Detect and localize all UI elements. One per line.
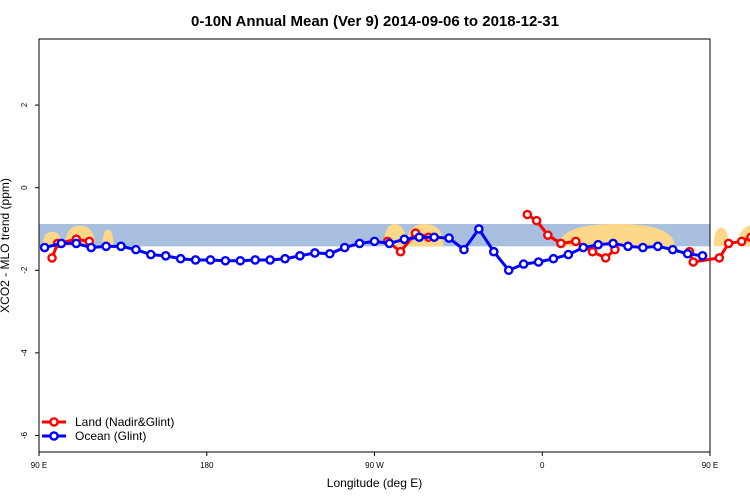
data-point xyxy=(533,257,544,267)
x-tick-label: 0 xyxy=(540,461,545,470)
y-tick-label: 0 xyxy=(20,185,29,190)
data-point xyxy=(667,244,678,255)
data-point xyxy=(116,241,126,252)
data-point xyxy=(71,238,82,249)
legend: Land (Nadir&Glint)Ocean (Glint) xyxy=(42,415,174,443)
data-point xyxy=(531,215,542,226)
data-point xyxy=(39,242,50,253)
data-point xyxy=(459,244,469,255)
y-tick-label: -4 xyxy=(20,349,29,357)
data-point xyxy=(638,242,648,253)
data-point xyxy=(131,244,141,255)
y-tick-label: 2 xyxy=(20,102,29,107)
data-point xyxy=(503,265,514,276)
y-axis-label: XCO2 - MLO trend (ppm) xyxy=(0,178,12,313)
data-point xyxy=(310,248,320,258)
data-point xyxy=(86,242,96,253)
data-point xyxy=(578,242,589,253)
x-tick-label: 90 E xyxy=(702,461,718,470)
x-tick-label: 90 E xyxy=(31,461,47,470)
data-point xyxy=(746,232,750,242)
data-point xyxy=(280,253,290,264)
data-point xyxy=(339,242,350,253)
data-point xyxy=(429,232,439,243)
data-point xyxy=(723,238,734,249)
data-point xyxy=(369,236,380,247)
data-point xyxy=(265,255,275,265)
legend-marker xyxy=(49,417,59,427)
data-point xyxy=(354,238,365,249)
data-point xyxy=(688,257,699,267)
data-point xyxy=(593,239,603,250)
data-point xyxy=(587,246,598,257)
y-tick-label: -6 xyxy=(20,431,29,439)
data-point xyxy=(697,251,708,261)
data-point xyxy=(600,253,611,263)
data-point xyxy=(295,251,305,261)
data-point xyxy=(543,230,553,240)
data-point xyxy=(220,255,231,266)
data-point xyxy=(384,238,395,249)
legend-marker xyxy=(49,431,59,441)
data-point xyxy=(101,241,111,252)
data-point xyxy=(653,241,663,252)
series-line xyxy=(50,237,90,259)
chart-title: 0-10N Annual Mean (Ver 9) 2014-09-06 to … xyxy=(191,13,559,30)
data-point xyxy=(488,246,499,257)
x-axis-label: Longitude (deg E) xyxy=(327,476,422,490)
x-axis: 90 E 180 90 W 0 90 E xyxy=(31,452,718,470)
data-point xyxy=(146,249,156,260)
data-point xyxy=(56,238,67,249)
data-point xyxy=(414,232,425,243)
data-point xyxy=(474,224,484,234)
land-mass-africa xyxy=(559,224,675,247)
data-point xyxy=(608,238,618,249)
y-tick-label: -2 xyxy=(20,266,29,274)
data-point xyxy=(736,236,747,247)
data-point xyxy=(518,259,529,269)
data-point xyxy=(623,241,633,252)
series-land xyxy=(47,209,750,267)
data-point xyxy=(399,234,410,245)
data-point xyxy=(47,253,57,263)
data-point xyxy=(175,253,186,264)
data-point xyxy=(395,246,406,257)
data-point xyxy=(324,248,335,259)
legend-label: Land (Nadir&Glint) xyxy=(75,415,174,429)
x-tick-label: 180 xyxy=(200,461,214,470)
data-point xyxy=(556,238,566,249)
data-point xyxy=(571,236,581,247)
x-tick-label: 90 W xyxy=(365,461,384,470)
data-point xyxy=(250,255,261,265)
data-point xyxy=(190,255,201,265)
data-point xyxy=(235,255,246,266)
data-point xyxy=(205,255,216,265)
data-point xyxy=(522,209,533,220)
data-point xyxy=(714,253,725,263)
series-ocean xyxy=(39,224,708,276)
data-point xyxy=(563,249,574,260)
legend-label: Ocean (Glint) xyxy=(75,429,146,443)
y-axis: 2 0 -2 -4 -6 xyxy=(20,102,39,439)
series-layer xyxy=(39,209,750,276)
data-point xyxy=(682,248,693,259)
data-point xyxy=(548,253,559,264)
data-point xyxy=(444,233,454,243)
data-point xyxy=(160,251,171,261)
